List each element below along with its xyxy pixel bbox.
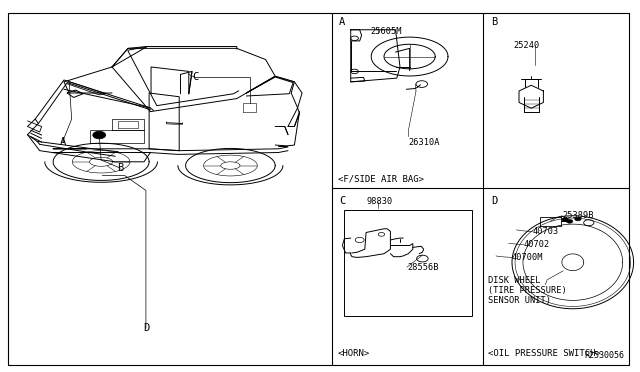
Text: C: C (192, 73, 198, 82)
Text: <OIL PRESSURE SWITCH>: <OIL PRESSURE SWITCH> (488, 349, 600, 358)
Text: SENSOR UNIT): SENSOR UNIT) (488, 296, 550, 305)
Text: B: B (117, 163, 124, 173)
Text: R2530056: R2530056 (584, 351, 624, 360)
Text: 40703: 40703 (532, 227, 559, 236)
Text: 40700M: 40700M (512, 253, 543, 262)
Circle shape (566, 219, 573, 223)
Text: <F/SIDE AIR BAG>: <F/SIDE AIR BAG> (338, 174, 424, 183)
Text: B: B (491, 17, 497, 28)
Circle shape (562, 218, 568, 221)
Text: 25605M: 25605M (370, 27, 401, 36)
Text: A: A (339, 17, 346, 28)
Text: 25240: 25240 (513, 41, 540, 50)
Text: (TIRE PRESSURE): (TIRE PRESSURE) (488, 286, 566, 295)
Text: 28556B: 28556B (407, 263, 438, 272)
Circle shape (575, 217, 581, 221)
Text: DISK WHEEL: DISK WHEEL (488, 276, 540, 285)
Text: 40702: 40702 (524, 240, 550, 249)
Text: 25389B: 25389B (562, 211, 593, 220)
Text: D: D (491, 196, 497, 206)
Circle shape (93, 131, 106, 139)
Text: <HORN>: <HORN> (338, 349, 370, 358)
Bar (344, 210, 472, 316)
Text: 26310A: 26310A (408, 138, 440, 147)
Text: D: D (143, 323, 149, 333)
Text: A: A (60, 137, 66, 147)
Text: C: C (339, 196, 346, 206)
Text: 98830: 98830 (367, 197, 393, 206)
